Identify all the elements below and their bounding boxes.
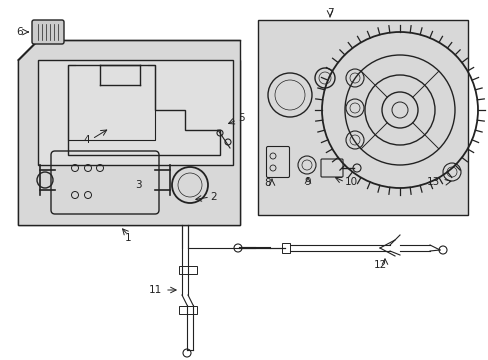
Bar	[179, 266, 197, 274]
Text: 5: 5	[238, 113, 244, 123]
Text: 10: 10	[345, 177, 357, 187]
Text: 2: 2	[209, 192, 216, 202]
Bar	[179, 306, 197, 314]
Text: 1: 1	[124, 233, 131, 243]
Polygon shape	[18, 60, 240, 225]
Text: 9: 9	[304, 177, 311, 187]
Text: 13: 13	[426, 177, 439, 187]
Text: 11: 11	[148, 285, 162, 295]
Polygon shape	[18, 40, 240, 225]
Text: 8: 8	[264, 178, 271, 188]
Bar	[282, 243, 289, 253]
Text: 7: 7	[326, 8, 333, 18]
Text: 3: 3	[134, 180, 141, 190]
Bar	[38, 60, 232, 165]
Text: 12: 12	[373, 260, 386, 270]
FancyBboxPatch shape	[32, 20, 64, 44]
Bar	[258, 20, 467, 215]
Text: 6: 6	[17, 27, 23, 37]
Text: 4: 4	[83, 135, 90, 145]
